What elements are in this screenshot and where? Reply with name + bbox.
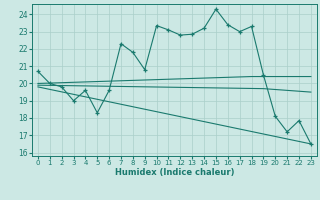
X-axis label: Humidex (Indice chaleur): Humidex (Indice chaleur) <box>115 168 234 177</box>
